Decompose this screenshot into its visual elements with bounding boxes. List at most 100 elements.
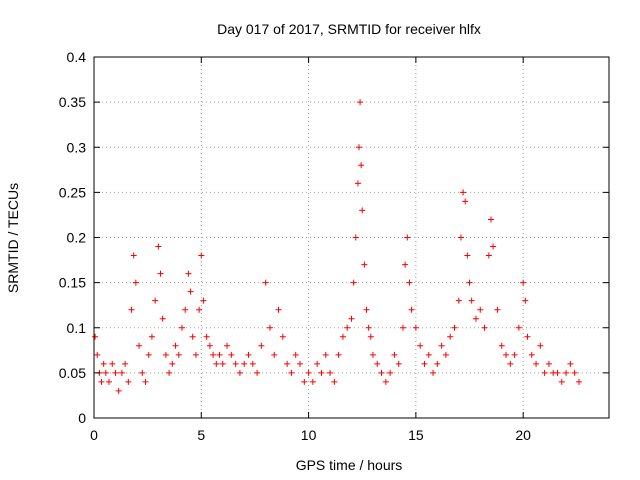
y-tick-label: 0 [78, 410, 86, 426]
data-point [391, 351, 398, 358]
data-point [305, 369, 312, 376]
data-point [455, 297, 462, 304]
data-point [367, 333, 374, 340]
data-point [232, 360, 239, 367]
data-point [145, 351, 152, 358]
data-point [430, 369, 437, 376]
data-point [241, 360, 248, 367]
data-point [318, 369, 325, 376]
data-point [224, 342, 231, 349]
chart-title: Day 017 of 2017, SRMTID for receiver hlf… [217, 21, 481, 37]
data-point [297, 360, 303, 367]
data-point [182, 306, 189, 313]
data-point [425, 351, 432, 358]
data-point [363, 306, 370, 313]
data-point [344, 324, 351, 331]
data-point [94, 351, 101, 358]
data-point [520, 279, 527, 286]
data-point [575, 378, 582, 385]
data-point [284, 360, 291, 367]
x-tick-label: 15 [408, 427, 424, 443]
data-point [112, 369, 119, 376]
y-tick-label: 0.35 [59, 94, 86, 110]
data-point [507, 360, 514, 367]
data-point [490, 243, 497, 250]
data-point [472, 315, 479, 322]
data-point [464, 252, 471, 259]
data-point [155, 243, 162, 250]
data-point [139, 369, 146, 376]
data-point [361, 261, 368, 268]
data-point [213, 360, 220, 367]
data-point [216, 351, 223, 358]
data-point [118, 369, 125, 376]
data-point [359, 207, 366, 214]
data-point [187, 288, 194, 295]
data-point [98, 378, 105, 385]
data-point [358, 162, 365, 169]
data-point [477, 306, 484, 313]
data-point [558, 378, 565, 385]
data-point [162, 351, 169, 358]
data-point [537, 342, 544, 349]
data-point [292, 351, 299, 358]
data-point [335, 351, 342, 358]
x-tick-label: 20 [515, 427, 531, 443]
data-point [447, 333, 454, 340]
data-point [563, 369, 570, 376]
data-point [417, 342, 424, 349]
data-point [442, 351, 449, 358]
data-point [354, 180, 361, 187]
data-point [100, 360, 107, 367]
y-tick-label: 0.4 [67, 49, 87, 65]
data-point [236, 369, 243, 376]
data-point [271, 351, 278, 358]
data-point [412, 324, 419, 331]
data-point [200, 297, 207, 304]
data-point [541, 369, 548, 376]
data-point [196, 306, 203, 313]
data-point [348, 315, 355, 322]
data-point [172, 342, 179, 349]
data-point [387, 369, 394, 376]
grid [94, 57, 609, 418]
data-point [369, 351, 376, 358]
data-point [408, 306, 415, 313]
data-point [460, 189, 467, 196]
data-point [395, 360, 402, 367]
data-point [102, 369, 109, 376]
data-point [357, 99, 364, 106]
data-point [142, 378, 149, 385]
y-axis-label: SRMTID / TECUs [5, 183, 21, 293]
data-point [524, 333, 531, 340]
data-point [487, 216, 494, 223]
y-tick-label: 0.15 [59, 275, 86, 291]
data-point [106, 378, 113, 385]
data-point [545, 360, 552, 367]
data-point [533, 360, 540, 367]
data-point [571, 369, 578, 376]
data-point [128, 306, 135, 313]
ticks: 0 0.05 0.1 0.15 0.2 0.25 0.3 0.35 0.4 0 5 10 15 20 [59, 49, 609, 443]
data-point [481, 324, 488, 331]
data-point [462, 198, 469, 205]
data-point [275, 306, 282, 313]
data-point [210, 351, 217, 358]
data-points [92, 99, 582, 394]
data-point [314, 360, 321, 367]
data-point [249, 360, 256, 367]
data-point [322, 351, 329, 358]
x-tick-label: 5 [197, 427, 205, 443]
x-axis-label: GPS time / hours [296, 457, 403, 473]
data-point [339, 333, 346, 340]
x-tick-label: 0 [90, 427, 98, 443]
y-tick-label: 0.25 [59, 184, 86, 200]
data-point [245, 351, 252, 358]
data-point [457, 234, 464, 241]
data-point [132, 279, 139, 286]
data-point [503, 351, 509, 358]
y-tick-label: 0.05 [59, 365, 86, 381]
data-point [468, 297, 475, 304]
data-point [178, 324, 185, 331]
data-point [350, 279, 357, 286]
